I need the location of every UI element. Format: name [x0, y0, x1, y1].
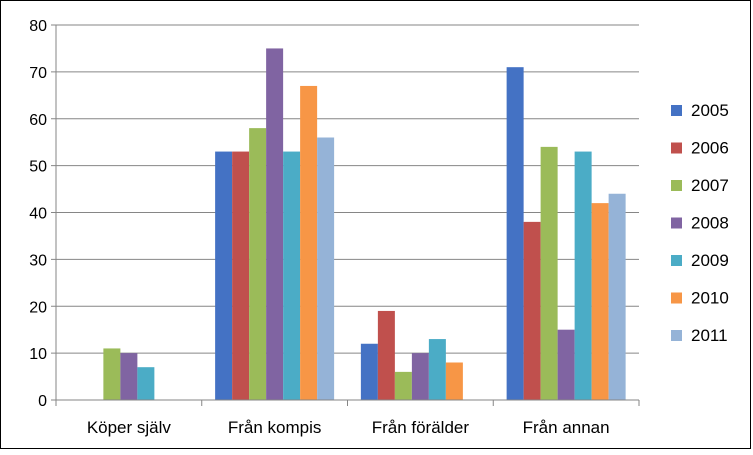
legend-swatch-2010 — [671, 292, 682, 304]
bar-2007-3 — [394, 371, 412, 400]
y-tick-label: 40 — [29, 206, 47, 223]
y-tick-label: 60 — [29, 112, 47, 129]
legend-label-2006: 2006 — [691, 139, 729, 158]
legend-swatch-2009 — [671, 255, 682, 266]
legend-swatch-2011 — [671, 330, 682, 341]
x-tick-label: Från kompis — [228, 418, 322, 437]
bar-2008-3 — [411, 353, 429, 400]
bar-2008-4 — [557, 329, 575, 400]
y-tick-label: 10 — [29, 346, 47, 363]
bar-2010-3 — [445, 362, 463, 400]
bar-2011-4 — [608, 193, 626, 400]
y-tick-label: 20 — [29, 299, 47, 316]
bar-2008-2 — [266, 48, 284, 400]
y-tick-label: 70 — [29, 65, 47, 82]
x-tick-label: Från annan — [523, 418, 610, 437]
bar-2005-4 — [506, 67, 524, 400]
y-tick-label: 50 — [29, 159, 47, 176]
legend-label-2005: 2005 — [691, 101, 729, 120]
bar-2009-1 — [137, 367, 155, 400]
legend-swatch-2007 — [671, 180, 682, 191]
legend-label-2009: 2009 — [691, 251, 729, 270]
legend-swatch-2005 — [671, 105, 682, 116]
bar-2005-3 — [360, 343, 378, 400]
legend-label-2010: 2010 — [691, 289, 729, 308]
axes — [55, 25, 640, 406]
bar-2006-2 — [232, 151, 250, 400]
x-tick-label: Från förälder — [372, 418, 470, 437]
bar-2009-2 — [283, 151, 301, 400]
y-axis-ticks: 0 10 20 30 40 50 60 70 80 — [29, 18, 56, 410]
bar-2006-4 — [523, 221, 541, 400]
bars — [103, 48, 626, 400]
legend-swatch-2006 — [671, 142, 682, 154]
y-tick-label: 80 — [29, 18, 47, 35]
legend-label-2011: 2011 — [691, 326, 728, 345]
legend: 2005 2006 2007 2008 2009 2010 2011 — [671, 101, 729, 345]
y-tick-label: 0 — [38, 393, 47, 410]
bar-2010-4 — [591, 203, 609, 400]
legend-label-2008: 2008 — [691, 214, 729, 233]
bar-2009-4 — [574, 151, 592, 400]
bar-2008-1 — [120, 353, 138, 400]
gridlines — [56, 24, 639, 354]
bar-2009-3 — [428, 339, 446, 400]
legend-label-2007: 2007 — [691, 176, 729, 195]
bar-2005-2 — [215, 151, 233, 400]
bar-2011-2 — [317, 137, 335, 400]
y-tick-label: 30 — [29, 252, 47, 269]
bar-2006-3 — [377, 310, 395, 400]
x-tick-label: Köper själv — [87, 418, 172, 437]
bar-2007-2 — [249, 128, 267, 400]
legend-swatch-2008 — [671, 217, 682, 229]
bar-2007-1 — [103, 348, 121, 400]
x-axis-labels: Köper själv Från kompis Från förälder Från … — [87, 418, 610, 437]
bar-2007-4 — [540, 146, 558, 400]
bar-2010-2 — [300, 85, 318, 400]
